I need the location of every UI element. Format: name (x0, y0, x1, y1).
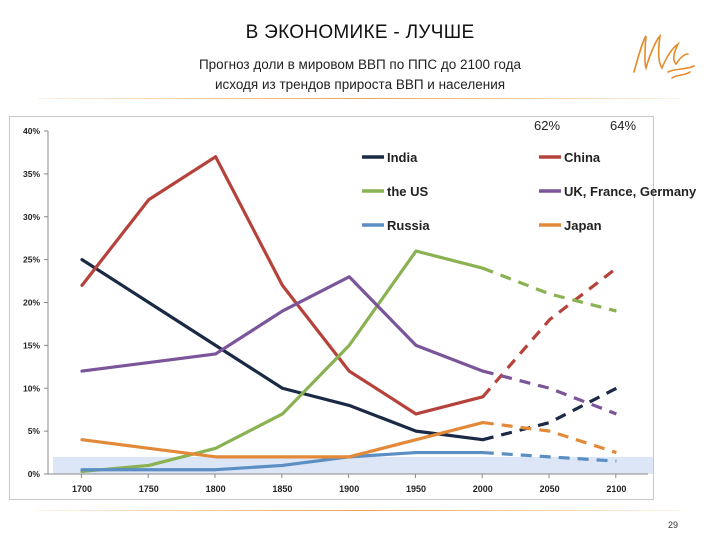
legend-label: Japan (564, 218, 602, 233)
signature-logo (633, 33, 695, 79)
series-line-the-us (80, 249, 485, 474)
series-line-uk-france-germany (80, 275, 485, 373)
x-tick-label: 1950 (406, 484, 426, 494)
x-tick-label: 1700 (72, 484, 92, 494)
series-line-china (80, 155, 485, 416)
y-tick-label: 40% (23, 126, 40, 136)
y-tick-label: 0% (28, 469, 41, 479)
x-tick-label: 1800 (206, 484, 226, 494)
y-tick-label: 15% (23, 340, 40, 350)
x-tick-label: 1900 (339, 484, 359, 494)
y-tick-label: 10% (23, 383, 40, 393)
series-line-india (80, 258, 485, 442)
series-projection-uk-france-germany (482, 369, 617, 416)
subtitle-line-2: исходя из трендов прироста ВВП и населен… (214, 77, 506, 92)
series-line-russia (80, 450, 485, 472)
footer-divider (38, 510, 680, 511)
legend-label: UK, France, Germany (564, 184, 697, 199)
series-projection-the-us (482, 266, 617, 313)
series-projection-china (481, 266, 618, 398)
y-tick-label: 35% (23, 169, 40, 179)
annotation-62: 62% (534, 118, 561, 133)
x-tick-label: 2100 (606, 484, 626, 494)
x-tick-label: 1750 (139, 484, 159, 494)
slide-title: В ЭКОНОМИКЕ - ЛУЧШЕ (245, 22, 475, 43)
x-tick-label: 1850 (272, 484, 292, 494)
legend-label: India (387, 150, 418, 165)
page-number: 29 (668, 520, 679, 530)
annotation-64: 64% (610, 118, 637, 133)
series-projection-russia (482, 450, 617, 463)
y-tick-label: 30% (23, 212, 40, 222)
y-tick-label: 25% (23, 255, 40, 265)
series-projection-japan (482, 420, 617, 455)
chart-frame (9, 116, 654, 500)
legend-label: Russia (387, 218, 430, 233)
series-projection-india (482, 386, 618, 442)
series-line-japan (80, 420, 485, 459)
x-tick-label: 2000 (473, 484, 493, 494)
y-tick-label: 5% (28, 426, 41, 436)
legend-label: the US (387, 184, 429, 199)
header-divider (38, 98, 680, 99)
y-tick-label: 20% (23, 298, 40, 308)
x-tick-label: 2050 (540, 484, 560, 494)
legend-label: China (564, 150, 601, 165)
slide-subtitle: Прогноз доли в мировом ВВП по ППС до 210… (0, 55, 720, 95)
subtitle-line-1: Прогноз доли в мировом ВВП по ППС до 210… (198, 57, 522, 72)
